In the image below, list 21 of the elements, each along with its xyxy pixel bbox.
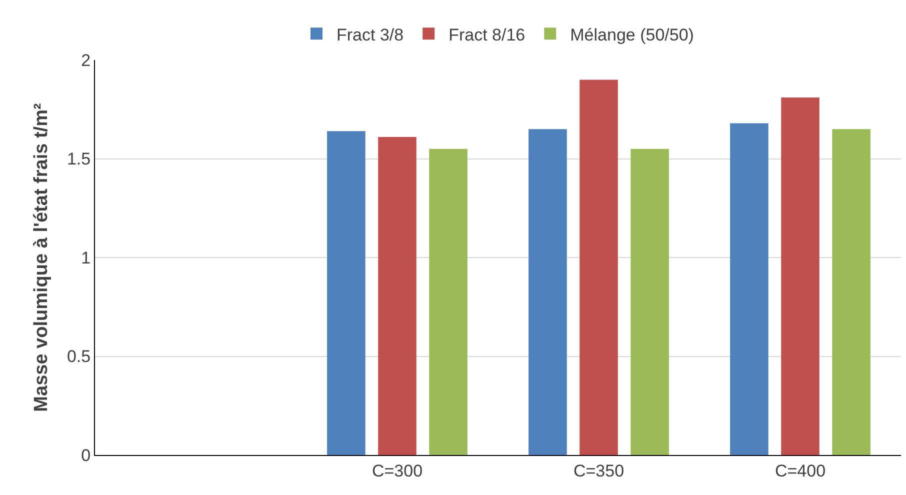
- y-tick-label: 1.5: [66, 150, 91, 169]
- x-tick-label: C=350: [573, 461, 624, 480]
- bar: [429, 148, 468, 455]
- x-tick-label: C=400: [774, 461, 826, 480]
- y-tick-label: 0: [81, 446, 91, 465]
- bar: [630, 148, 669, 455]
- x-tick-label: C=300: [372, 461, 423, 480]
- bar: [781, 98, 820, 455]
- bar: [832, 129, 870, 455]
- bar: [327, 131, 366, 455]
- y-tick-label: 0.5: [66, 347, 91, 366]
- y-tick-label: 1: [81, 248, 91, 268]
- legend-label: Mélange (50/50): [570, 25, 694, 44]
- bar: [730, 123, 768, 455]
- legend-label: Fract 8/16: [448, 25, 526, 44]
- legend-label: Fract 3/8: [336, 25, 404, 44]
- y-axis-title: Masse volumique à l'état frais t/m²: [31, 103, 52, 412]
- bar: [378, 137, 416, 455]
- bar: [580, 80, 618, 455]
- bar: [528, 129, 567, 455]
- y-tick-label: 2: [81, 50, 91, 70]
